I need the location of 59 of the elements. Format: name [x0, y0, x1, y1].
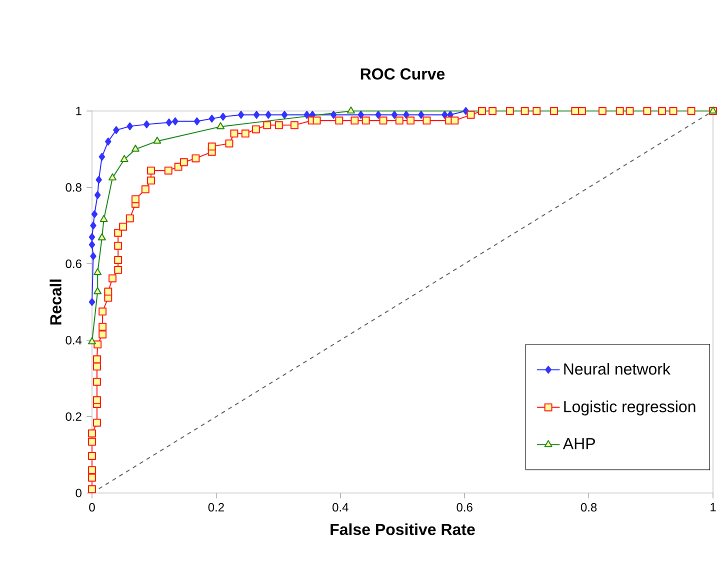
point — [375, 110, 382, 119]
point — [208, 114, 215, 123]
legend-label: Logistic regression — [564, 400, 696, 416]
point — [153, 136, 162, 144]
point — [238, 110, 244, 119]
y-tick-label: 0.8 — [66, 183, 82, 192]
y-tick-label: 0.2 — [66, 412, 82, 421]
point — [131, 144, 140, 152]
point — [281, 110, 288, 119]
chart-title: ROC Curve — [360, 68, 445, 80]
x-tick-label: 0.8 — [580, 503, 597, 512]
x-tick-label: 0.4 — [332, 503, 348, 512]
point — [98, 233, 106, 240]
point — [100, 214, 108, 222]
point — [418, 110, 424, 119]
point — [88, 240, 96, 249]
point — [442, 110, 448, 119]
point — [91, 210, 98, 218]
point — [220, 112, 226, 121]
point — [113, 126, 120, 134]
point — [304, 110, 310, 119]
point — [105, 138, 112, 146]
point — [94, 287, 102, 294]
point — [346, 106, 355, 114]
point — [88, 233, 96, 242]
point — [216, 122, 225, 130]
x-axis-title: False Positive Rate — [330, 523, 475, 536]
point — [120, 154, 128, 162]
point — [265, 110, 272, 119]
point — [253, 110, 260, 119]
y-axis-title: Recall — [50, 280, 62, 325]
point — [90, 252, 96, 260]
point — [90, 222, 96, 230]
point — [98, 152, 106, 161]
legend-label: Neural network — [564, 362, 670, 375]
point — [194, 117, 200, 126]
y-tick-label: 0 — [76, 488, 82, 498]
point — [126, 122, 134, 130]
y-tick-label: 0.6 — [66, 260, 82, 268]
point — [108, 173, 116, 180]
legend-label: AHP — [562, 438, 595, 450]
point — [94, 268, 102, 276]
point — [172, 117, 178, 126]
point — [144, 120, 150, 128]
point — [358, 110, 364, 119]
x-tick-label: 0 — [89, 503, 95, 512]
point — [96, 176, 102, 184]
point — [403, 110, 410, 119]
point — [462, 106, 469, 115]
y-tick-label: 1 — [76, 106, 82, 116]
x-tick-label: 0.6 — [456, 503, 472, 512]
point — [94, 191, 101, 200]
x-tick-label: 1 — [710, 503, 716, 512]
point — [88, 298, 96, 306]
x-tick-label: 0.2 — [208, 503, 224, 512]
point — [166, 118, 172, 126]
point — [330, 110, 337, 119]
y-tick-label: 0.4 — [66, 336, 82, 344]
point — [391, 110, 398, 119]
